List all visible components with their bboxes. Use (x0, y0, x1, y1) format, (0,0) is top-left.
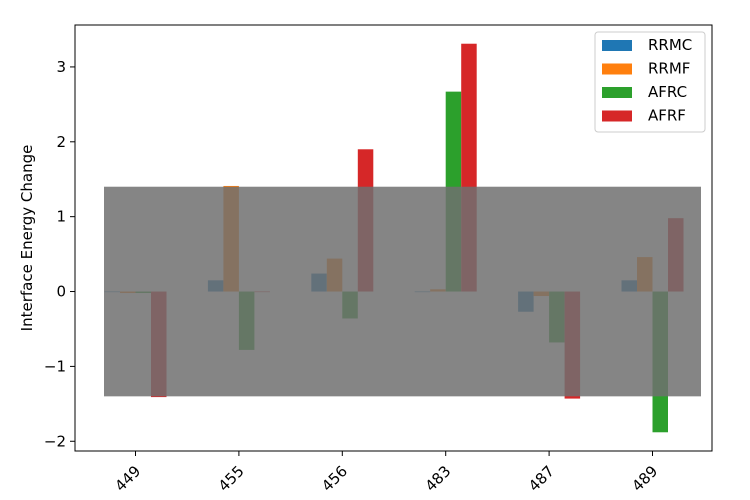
legend-swatch-afrc (602, 87, 632, 98)
x-axis: 449 455 456 483 487 489 (111, 451, 661, 495)
x-tick-label: 456 (318, 462, 351, 495)
y-tick-label: −2 (44, 432, 66, 450)
y-tick-label: 3 (56, 58, 66, 76)
y-tick-label: 2 (56, 133, 66, 151)
legend-label-afrc: AFRC (648, 83, 687, 101)
legend-swatch-rrmf (602, 63, 632, 75)
x-tick-label: 483 (422, 462, 455, 495)
x-tick-label: 487 (525, 462, 558, 495)
y-tick-label: 1 (56, 208, 66, 226)
shaded-band (104, 186, 701, 397)
legend: RRMC RRMF AFRC AFRF (594, 31, 706, 133)
legend-label-afrf: AFRF (648, 107, 686, 125)
y-tick-label: −1 (44, 357, 66, 375)
legend-label-rrmf: RRMF (648, 60, 690, 78)
x-tick-label: 455 (215, 462, 248, 495)
legend-box (594, 31, 706, 133)
y-axis: −2 −1 0 1 2 3 (44, 58, 75, 450)
plot-frame (74, 24, 713, 452)
y-tick-label: 0 (56, 283, 66, 301)
legend-swatch-afrf (602, 110, 632, 122)
y-axis-label: Interface Energy Change (18, 145, 36, 332)
x-tick-label: 489 (628, 462, 661, 495)
legend-swatch-rrmc (602, 40, 632, 51)
legend-label-rrmc: RRMC (648, 36, 692, 54)
x-tick-label: 449 (111, 462, 144, 495)
